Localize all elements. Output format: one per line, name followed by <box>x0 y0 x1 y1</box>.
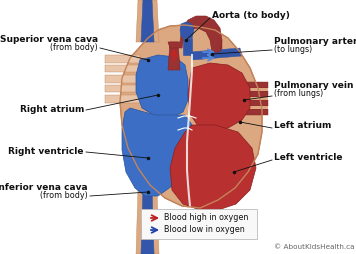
Polygon shape <box>105 75 140 83</box>
Polygon shape <box>105 65 140 72</box>
Polygon shape <box>136 55 188 118</box>
Polygon shape <box>183 38 192 55</box>
Text: Pulmonary artery: Pulmonary artery <box>274 37 356 46</box>
Polygon shape <box>228 82 268 88</box>
Polygon shape <box>228 106 268 109</box>
Text: Right ventricle: Right ventricle <box>9 148 84 156</box>
Polygon shape <box>136 0 143 42</box>
Polygon shape <box>228 109 268 115</box>
Polygon shape <box>122 108 192 196</box>
Text: © AboutKidsHealth.ca: © AboutKidsHealth.ca <box>273 244 354 250</box>
Text: Blood high in oxygen: Blood high in oxygen <box>164 214 248 223</box>
Text: (from body): (from body) <box>50 43 98 52</box>
Text: (to lungs): (to lungs) <box>274 45 312 54</box>
Text: Superior vena cava: Superior vena cava <box>0 35 98 44</box>
Polygon shape <box>212 40 222 55</box>
Polygon shape <box>168 16 222 52</box>
Text: Inferior vena cava: Inferior vena cava <box>0 183 88 192</box>
Text: Right atrium: Right atrium <box>20 105 84 115</box>
Text: (from body): (from body) <box>40 191 88 200</box>
Polygon shape <box>152 190 159 254</box>
Text: (from lungs): (from lungs) <box>274 89 323 98</box>
Polygon shape <box>228 97 268 100</box>
Polygon shape <box>152 0 159 42</box>
Polygon shape <box>228 100 268 106</box>
Polygon shape <box>190 48 242 60</box>
Polygon shape <box>105 95 140 103</box>
Text: Blood low in oxygen: Blood low in oxygen <box>164 226 245 234</box>
Text: Left ventricle: Left ventricle <box>274 153 342 163</box>
Polygon shape <box>105 55 140 63</box>
Text: Pulmonary vein: Pulmonary vein <box>274 81 354 90</box>
Polygon shape <box>170 125 256 210</box>
FancyBboxPatch shape <box>141 209 257 239</box>
Polygon shape <box>141 190 154 254</box>
Polygon shape <box>141 0 154 42</box>
Text: Aorta (to body): Aorta (to body) <box>212 10 290 20</box>
Polygon shape <box>228 88 268 91</box>
Polygon shape <box>180 22 194 38</box>
Polygon shape <box>168 42 180 70</box>
Polygon shape <box>228 91 268 97</box>
Polygon shape <box>105 85 140 92</box>
Text: Left atrium: Left atrium <box>274 121 331 131</box>
Polygon shape <box>136 190 143 254</box>
Polygon shape <box>120 25 262 208</box>
Polygon shape <box>188 63 250 130</box>
